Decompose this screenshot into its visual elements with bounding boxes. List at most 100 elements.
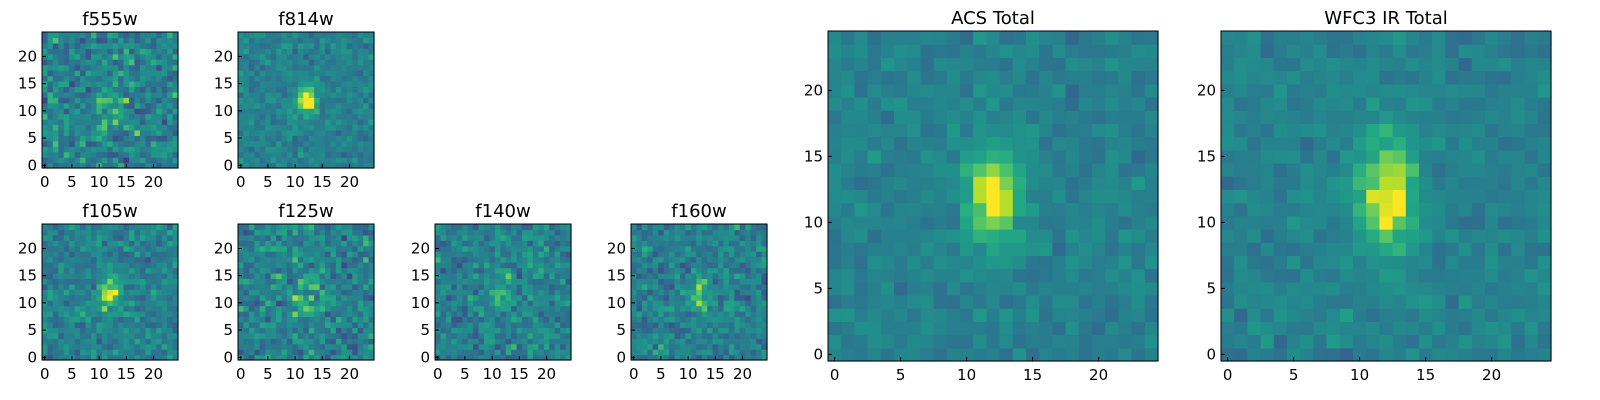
heatmap-cell bbox=[58, 321, 65, 328]
heatmap-cell bbox=[368, 311, 375, 318]
heatmap-cell bbox=[986, 149, 1001, 164]
heatmap-cell bbox=[674, 332, 681, 339]
heatmap-cell bbox=[543, 311, 550, 318]
heatmap-cell bbox=[85, 278, 92, 285]
heatmap-cell bbox=[1273, 255, 1288, 270]
heatmap-cell bbox=[456, 278, 463, 285]
heatmap-cell bbox=[42, 64, 49, 71]
heatmap-cell bbox=[1326, 123, 1341, 138]
heatmap-cell bbox=[129, 113, 136, 120]
heatmap-cell bbox=[52, 42, 59, 49]
heatmap-cell bbox=[1405, 149, 1420, 164]
panel-acs-total: ACS Total 0 5 10 15 20 0 5 10 15 20 bbox=[804, 8, 1159, 384]
heatmap-cell bbox=[346, 327, 353, 334]
heatmap-cell bbox=[1012, 83, 1027, 98]
heatmap-cell bbox=[52, 32, 59, 39]
heatmap-cell bbox=[139, 294, 146, 301]
heatmap-cell bbox=[292, 108, 299, 115]
heatmap-cell bbox=[118, 70, 125, 77]
heatmap-cell bbox=[511, 240, 518, 247]
heatmap-cell bbox=[745, 278, 752, 285]
heatmap-cell bbox=[352, 321, 359, 328]
heatmap-cell bbox=[854, 215, 869, 230]
heatmap-cell bbox=[1026, 83, 1040, 98]
heatmap-cell bbox=[335, 245, 342, 252]
heatmap-cell bbox=[265, 256, 272, 263]
heatmap-cell bbox=[1524, 321, 1539, 336]
heatmap-cell bbox=[1326, 308, 1341, 322]
heatmap-cell bbox=[335, 240, 342, 247]
heatmap-cell bbox=[907, 31, 921, 45]
heatmap-cell bbox=[85, 234, 92, 241]
heatmap-cell bbox=[335, 229, 342, 236]
heatmap-cell bbox=[828, 321, 842, 336]
heatmap-cell bbox=[1012, 57, 1027, 72]
heatmap-cell bbox=[368, 64, 375, 71]
y-tick-label: 5 bbox=[223, 129, 233, 147]
heatmap-cell bbox=[907, 83, 921, 98]
heatmap-cell bbox=[74, 48, 81, 55]
heatmap-cell bbox=[145, 294, 152, 301]
heatmap-cell bbox=[669, 300, 676, 307]
heatmap-cell bbox=[1511, 163, 1526, 177]
heatmap-cell bbox=[69, 332, 76, 339]
heatmap-cell bbox=[248, 267, 255, 274]
heatmap-cell bbox=[118, 289, 125, 296]
heatmap-cell bbox=[1458, 308, 1473, 322]
heatmap-cell bbox=[314, 64, 321, 71]
heatmap-cell bbox=[167, 311, 174, 318]
heatmap-cell bbox=[1379, 281, 1394, 296]
heatmap-cell bbox=[308, 289, 315, 296]
y-tick-label: 5 bbox=[420, 321, 430, 339]
heatmap-cell bbox=[1221, 295, 1235, 309]
heatmap-cell bbox=[435, 338, 442, 345]
heatmap-cell bbox=[352, 42, 359, 49]
heatmap-cell bbox=[1485, 229, 1499, 243]
heatmap-cell bbox=[1445, 268, 1460, 283]
heatmap-cell bbox=[750, 305, 757, 312]
heatmap-cell bbox=[750, 262, 757, 269]
heatmap-cell bbox=[1511, 295, 1526, 309]
heatmap-cell bbox=[139, 70, 146, 77]
heatmap-cell bbox=[123, 32, 130, 39]
heatmap-cell bbox=[248, 119, 255, 126]
heatmap-cell bbox=[1012, 189, 1027, 204]
heatmap-cell bbox=[286, 229, 293, 236]
heatmap-cell bbox=[701, 278, 708, 285]
heatmap-cell bbox=[718, 305, 725, 312]
heatmap-cell bbox=[156, 48, 163, 55]
heatmap-cell bbox=[58, 234, 65, 241]
heatmap-cell bbox=[679, 354, 686, 361]
heatmap-cell bbox=[1379, 123, 1394, 138]
heatmap-cell bbox=[292, 316, 299, 323]
heatmap-cell bbox=[276, 102, 283, 109]
heatmap-cell bbox=[854, 31, 869, 45]
heatmap-cell bbox=[1287, 123, 1301, 138]
heatmap-cell bbox=[96, 37, 103, 44]
heatmap-cell bbox=[270, 234, 277, 241]
heatmap-cell bbox=[276, 70, 283, 77]
x-axis: 0 5 10 15 20 bbox=[433, 356, 556, 383]
heatmap-cell bbox=[297, 267, 304, 274]
heatmap-cell bbox=[123, 251, 130, 258]
heatmap-cell bbox=[330, 245, 337, 252]
heatmap-cell bbox=[69, 146, 76, 153]
heatmap-cell bbox=[145, 80, 152, 87]
heatmap-cell bbox=[483, 354, 490, 361]
heatmap-cell bbox=[1105, 83, 1119, 98]
heatmap-cell bbox=[265, 316, 272, 323]
heatmap-cell bbox=[652, 327, 659, 334]
heatmap-cell bbox=[880, 44, 895, 58]
heatmap-cell bbox=[276, 135, 283, 142]
heatmap-cell bbox=[69, 91, 76, 98]
heatmap-cell bbox=[1026, 176, 1040, 190]
heatmap-cell bbox=[1131, 123, 1146, 138]
heatmap-cell bbox=[139, 162, 146, 169]
heatmap-cell bbox=[69, 224, 76, 231]
heatmap-cell bbox=[1234, 149, 1248, 164]
heatmap-cell bbox=[1537, 189, 1552, 204]
heatmap-cell bbox=[641, 272, 648, 279]
heatmap-cell bbox=[368, 316, 375, 323]
heatmap-cell bbox=[631, 316, 638, 323]
heatmap-cell bbox=[1313, 255, 1328, 270]
